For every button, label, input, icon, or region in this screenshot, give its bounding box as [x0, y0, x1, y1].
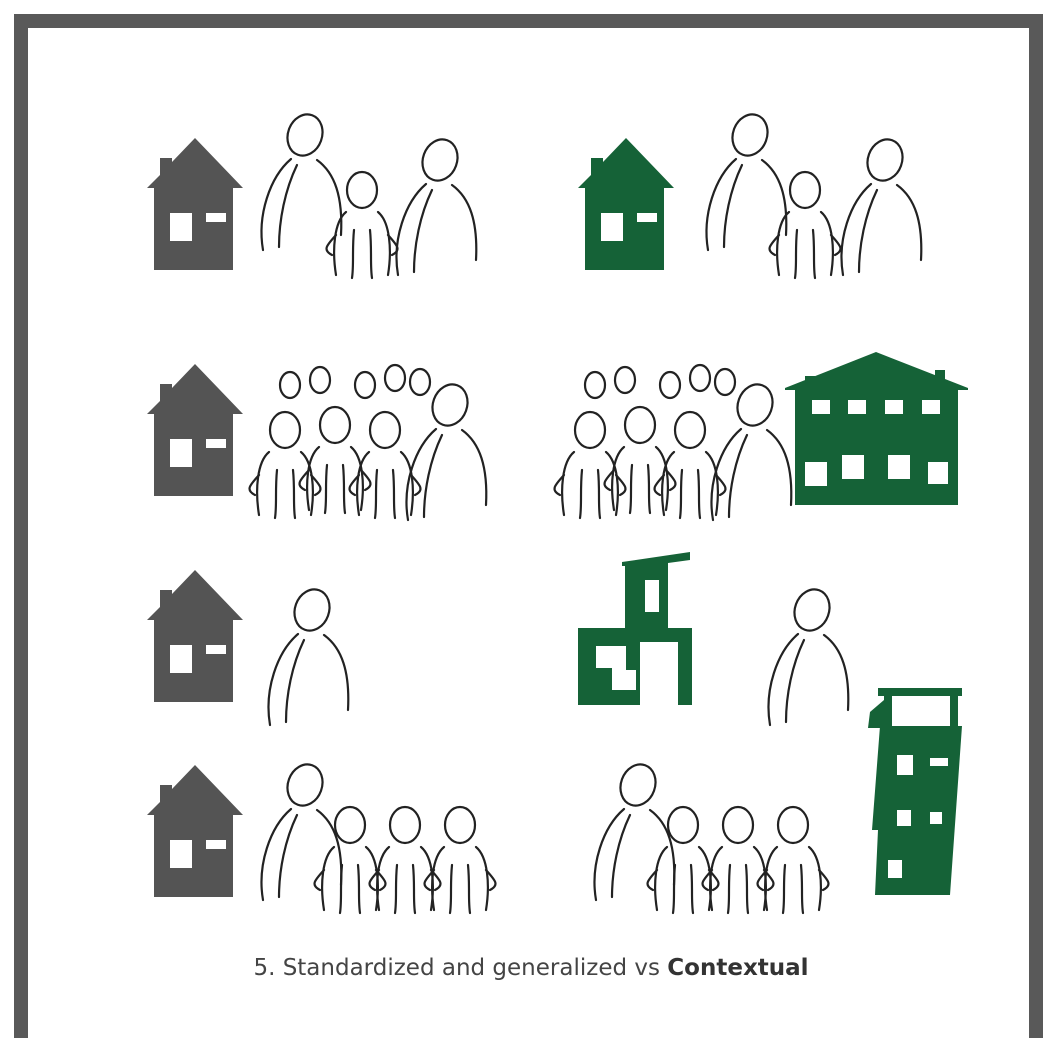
frame-left — [14, 14, 28, 1038]
person — [269, 584, 349, 725]
frame-top — [14, 14, 1043, 28]
apartment-building — [785, 352, 968, 505]
stilt-house — [578, 552, 692, 705]
family — [707, 109, 922, 278]
house-gray — [147, 364, 243, 496]
caption: 5. Standardized and generalized vs Conte… — [253, 955, 808, 981]
illustration: 5. Standardized and generalized vs Conte… — [0, 0, 1043, 1038]
group — [595, 759, 829, 913]
caption-emphasis: Contextual — [667, 955, 808, 981]
group — [262, 759, 496, 913]
person — [769, 584, 849, 725]
house-gray — [147, 765, 243, 897]
family — [262, 109, 477, 278]
tower-house — [868, 688, 962, 895]
frame-right — [1029, 14, 1043, 1038]
house-gray — [147, 138, 243, 270]
house-gray — [147, 570, 243, 702]
caption-text: 5. Standardized and generalized vs — [253, 955, 660, 981]
house-green — [578, 138, 674, 270]
crowd — [554, 365, 791, 520]
crowd — [249, 365, 486, 520]
